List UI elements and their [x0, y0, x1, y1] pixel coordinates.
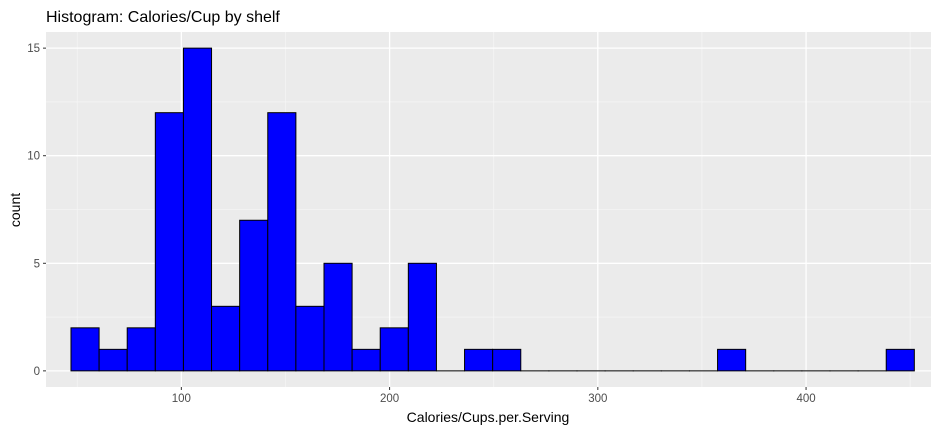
y-tick-label: 5 [34, 258, 40, 270]
x-tick-label: 100 [172, 393, 191, 405]
y-tick-label: 15 [27, 43, 40, 55]
histogram-bar [211, 305, 241, 372]
y-tick-label: 10 [27, 151, 40, 163]
histogram-bar [885, 348, 915, 372]
x-tick-label: 300 [588, 393, 607, 405]
histogram-bar [239, 219, 269, 372]
histogram-bar [323, 262, 353, 372]
x-axis: 100 200 300 400 [172, 387, 816, 405]
histogram-bar [351, 348, 381, 372]
y-axis: 0 5 10 15 [27, 43, 46, 378]
histogram-bar [182, 47, 213, 372]
histogram-bar [492, 348, 522, 372]
histogram-bar [464, 348, 494, 372]
histogram-bar [126, 327, 156, 372]
x-tick-label: 400 [796, 393, 815, 405]
histogram-bars [70, 47, 915, 372]
histogram-bar [70, 327, 100, 372]
histogram-bar [379, 327, 409, 372]
x-tick-label: 200 [380, 393, 399, 405]
chart-title: Histogram: Calories/Cup by shelf [46, 9, 280, 26]
x-axis-title: Calories/Cups.per.Serving [407, 409, 570, 425]
histogram-bar [98, 348, 128, 372]
y-tick-label: 0 [34, 366, 40, 378]
histogram-bar [407, 262, 437, 372]
histogram-bar [267, 112, 297, 372]
histogram-bar [154, 112, 184, 372]
histogram-bar [295, 305, 325, 372]
y-axis-title: count [7, 193, 23, 227]
histogram-bar [717, 348, 747, 372]
